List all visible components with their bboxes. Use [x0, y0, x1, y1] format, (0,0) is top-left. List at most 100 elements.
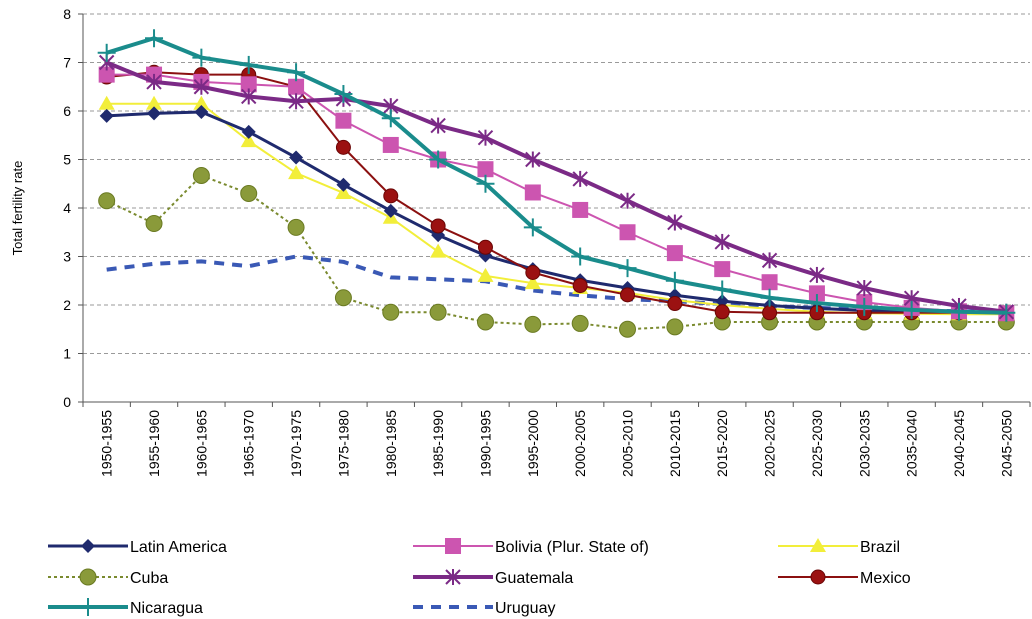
y-tick-label: 7: [63, 55, 71, 71]
data-point: [524, 184, 541, 201]
data-point: [383, 188, 399, 204]
data-point: [572, 201, 589, 218]
x-tick-label: 1955-1960: [146, 410, 162, 477]
data-point: [855, 297, 874, 316]
series-nicaragua: [97, 29, 1016, 322]
data-point: [667, 214, 683, 231]
data-point: [714, 233, 730, 250]
legend-marker: [79, 598, 97, 616]
x-tick-label: 1950-1955: [99, 410, 115, 477]
data-point: [619, 320, 637, 338]
data-point: [241, 88, 257, 105]
data-point: [383, 203, 398, 218]
legend-marker: [445, 538, 461, 554]
series-line: [106, 102, 1007, 316]
data-point: [430, 243, 447, 258]
data-point: [525, 151, 541, 168]
legend-label: Mexico: [860, 570, 911, 587]
data-point: [98, 192, 116, 210]
data-point: [524, 275, 541, 290]
data-point: [430, 117, 446, 134]
data-point: [523, 218, 542, 237]
legend-label: Bolivia (Plur. State of): [495, 539, 649, 556]
data-point: [193, 78, 210, 95]
data-point: [666, 318, 684, 336]
data-point: [335, 112, 352, 129]
legend-marker: [445, 569, 461, 585]
data-point: [193, 95, 210, 110]
series-cuba: [98, 167, 1015, 338]
data-point: [572, 170, 588, 187]
data-point: [715, 294, 730, 309]
data-point: [335, 184, 352, 199]
legend-label: Uruguay: [495, 600, 555, 617]
y-tick-label: 3: [63, 249, 71, 265]
y-tick-label: 2: [63, 297, 71, 313]
data-point: [194, 104, 209, 119]
series-latin-america: [99, 104, 1014, 320]
data-point: [98, 95, 115, 110]
series-lines: [97, 29, 1016, 338]
x-tick-label: 1980-1985: [383, 410, 399, 477]
legend-item: Brazil: [778, 538, 900, 556]
series-line: [105, 60, 1007, 314]
data-point: [240, 184, 258, 202]
data-point: [667, 296, 683, 312]
data-point: [382, 136, 399, 153]
series-uruguay: [106, 254, 1007, 314]
data-point: [145, 29, 164, 48]
legend: Latin America Bolivia (Plur. State of) Bra…: [48, 538, 911, 617]
data-point: [288, 93, 304, 110]
data-point: [429, 303, 447, 321]
data-point: [476, 174, 495, 193]
data-point: [619, 192, 636, 209]
data-point: [524, 315, 542, 333]
data-point: [476, 313, 494, 331]
data-point: [713, 280, 732, 299]
data-point: [98, 66, 115, 83]
data-point: [808, 285, 825, 302]
data-point: [761, 274, 778, 291]
legend-item: Cuba: [48, 568, 168, 587]
data-point: [145, 215, 163, 233]
legend-label: Guatemala: [495, 570, 573, 587]
legend-label: Cuba: [130, 570, 168, 587]
data-point: [240, 133, 257, 148]
data-point: [571, 314, 589, 332]
data-point: [240, 76, 257, 93]
data-point: [666, 245, 683, 262]
y-tick-label: 6: [63, 103, 71, 119]
data-point: [618, 259, 637, 278]
data-point: [997, 303, 1016, 322]
x-tick-label: 2045-2050: [998, 410, 1014, 477]
data-point: [288, 165, 305, 180]
data-point: [287, 63, 306, 82]
data-point: [146, 73, 162, 90]
x-tick-label: 1995-2000: [525, 410, 541, 477]
data-point: [241, 124, 256, 139]
y-tick-label: 5: [63, 152, 71, 168]
legend-marker: [81, 539, 95, 553]
series-line: [106, 254, 1007, 314]
x-tick-label: 1960-1965: [193, 410, 209, 477]
data-point: [146, 95, 163, 110]
data-point: [477, 161, 494, 178]
data-point: [949, 302, 968, 321]
data-point: [760, 288, 779, 307]
data-point: [572, 278, 588, 294]
data-point: [762, 305, 778, 321]
data-point: [856, 280, 872, 297]
legend-label: Latin America: [130, 539, 227, 556]
x-tick-label: 1990-1995: [477, 410, 493, 477]
data-point: [477, 129, 494, 146]
x-tick-label: 1970-1975: [288, 410, 304, 477]
y-tick-label: 8: [63, 6, 71, 22]
axes: [78, 13, 1031, 407]
data-point: [192, 48, 211, 67]
data-point: [382, 303, 400, 321]
series-bolivia-plur-state-of: [98, 66, 1015, 322]
data-point: [665, 271, 684, 290]
tick-labels: 0 1 2 3 4 5 6 7 8 1950-1955 1955-1960 1960-1965 1965…: [63, 6, 1014, 477]
data-point: [714, 304, 730, 320]
data-point: [192, 167, 210, 185]
